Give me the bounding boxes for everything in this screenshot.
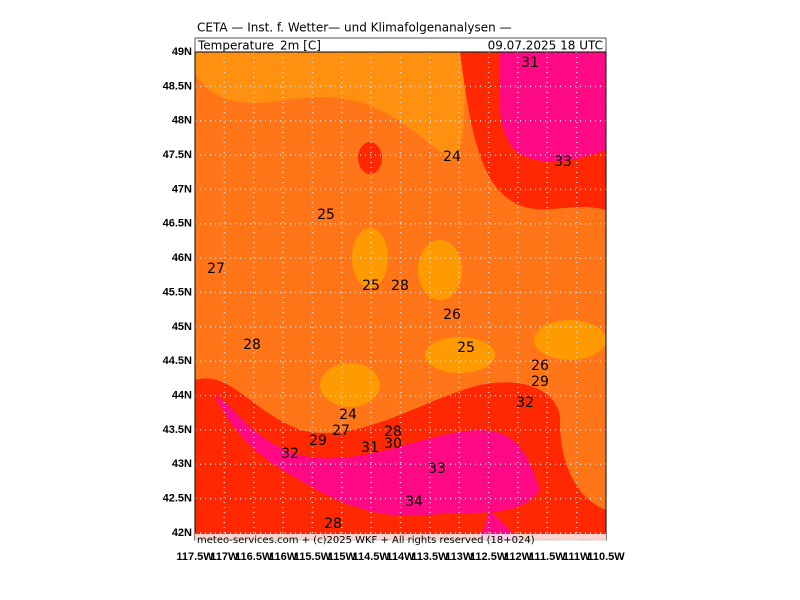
lon-label: 112.5W: [470, 551, 508, 563]
lon-label: 111.5W: [529, 551, 566, 563]
lat-label: 46.5N: [163, 218, 192, 230]
contour-label: 28: [391, 278, 409, 294]
lat-label: 45.5N: [163, 286, 192, 298]
contour-label: 32: [281, 446, 299, 462]
lon-label: 111W: [563, 551, 591, 563]
lat-label: 46N: [172, 252, 192, 264]
contour-label: 31: [521, 55, 539, 71]
footer-box: [195, 534, 606, 546]
contour-label: 28: [384, 424, 402, 440]
contour-label: 34: [405, 494, 423, 510]
lat-label: 42.5N: [163, 493, 192, 505]
contour-label: 24: [443, 149, 461, 165]
lat-label: 48N: [172, 115, 192, 127]
contour-label: 26: [531, 358, 549, 374]
lat-label: 43N: [172, 458, 192, 470]
contour-label: 25: [317, 207, 335, 223]
contour-label: 28: [324, 516, 342, 532]
lat-label: 48.5N: [163, 80, 192, 92]
lon-label: 110.5W: [587, 551, 625, 563]
lon-label: 112W: [504, 551, 533, 563]
lat-label: 44N: [172, 389, 192, 401]
lon-label: 117W: [210, 551, 239, 563]
contour-label: 26: [443, 307, 461, 323]
contour-label: 29: [531, 374, 549, 390]
lon-label: 115.5W: [294, 551, 332, 563]
lon-label: 113.5W: [411, 551, 449, 563]
datetime: 09.07.2025 18 UTC: [488, 39, 603, 53]
lat-label: 45N: [172, 321, 192, 333]
lon-label: 115W: [328, 551, 357, 563]
lon-label: 117.5W: [176, 551, 214, 563]
lon-label: 113W: [445, 551, 474, 563]
lat-label: 47N: [172, 183, 192, 195]
contour-label: 33: [554, 154, 572, 170]
lat-label: 43.5N: [163, 424, 192, 436]
lat-label: 44.5N: [163, 355, 192, 367]
contour-label: 28: [243, 337, 261, 353]
variable: Temperature_2m [C]: [197, 39, 321, 53]
contour-label: 24: [339, 407, 357, 423]
contour-label: 31: [361, 440, 379, 456]
lon-label: 116W: [269, 551, 298, 563]
lon-label: 116.5W: [235, 551, 273, 563]
footer: meteo-services.com + (c)2025 WKF + All r…: [197, 535, 535, 546]
map-field: [195, 52, 606, 540]
lat-label: 47.5N: [163, 149, 192, 161]
lat-label: 49N: [172, 46, 192, 58]
lon-label: 114W: [386, 551, 415, 563]
contour-label: 32: [516, 395, 534, 411]
lat-label: 42N: [172, 527, 192, 539]
contour-label: 27: [207, 261, 225, 277]
contour-label: 25: [457, 340, 475, 356]
contour-label: 29: [309, 433, 327, 449]
contour-label: 27: [332, 423, 350, 439]
grid: [194, 51, 607, 540]
title: CETA — Inst. f. Wetter— und Klimafolgena…: [197, 21, 512, 35]
contour-label: 33: [428, 461, 446, 477]
contour-label: 30: [384, 436, 402, 452]
contour-label: 25: [362, 278, 380, 294]
lon-label: 114.5W: [352, 551, 390, 563]
